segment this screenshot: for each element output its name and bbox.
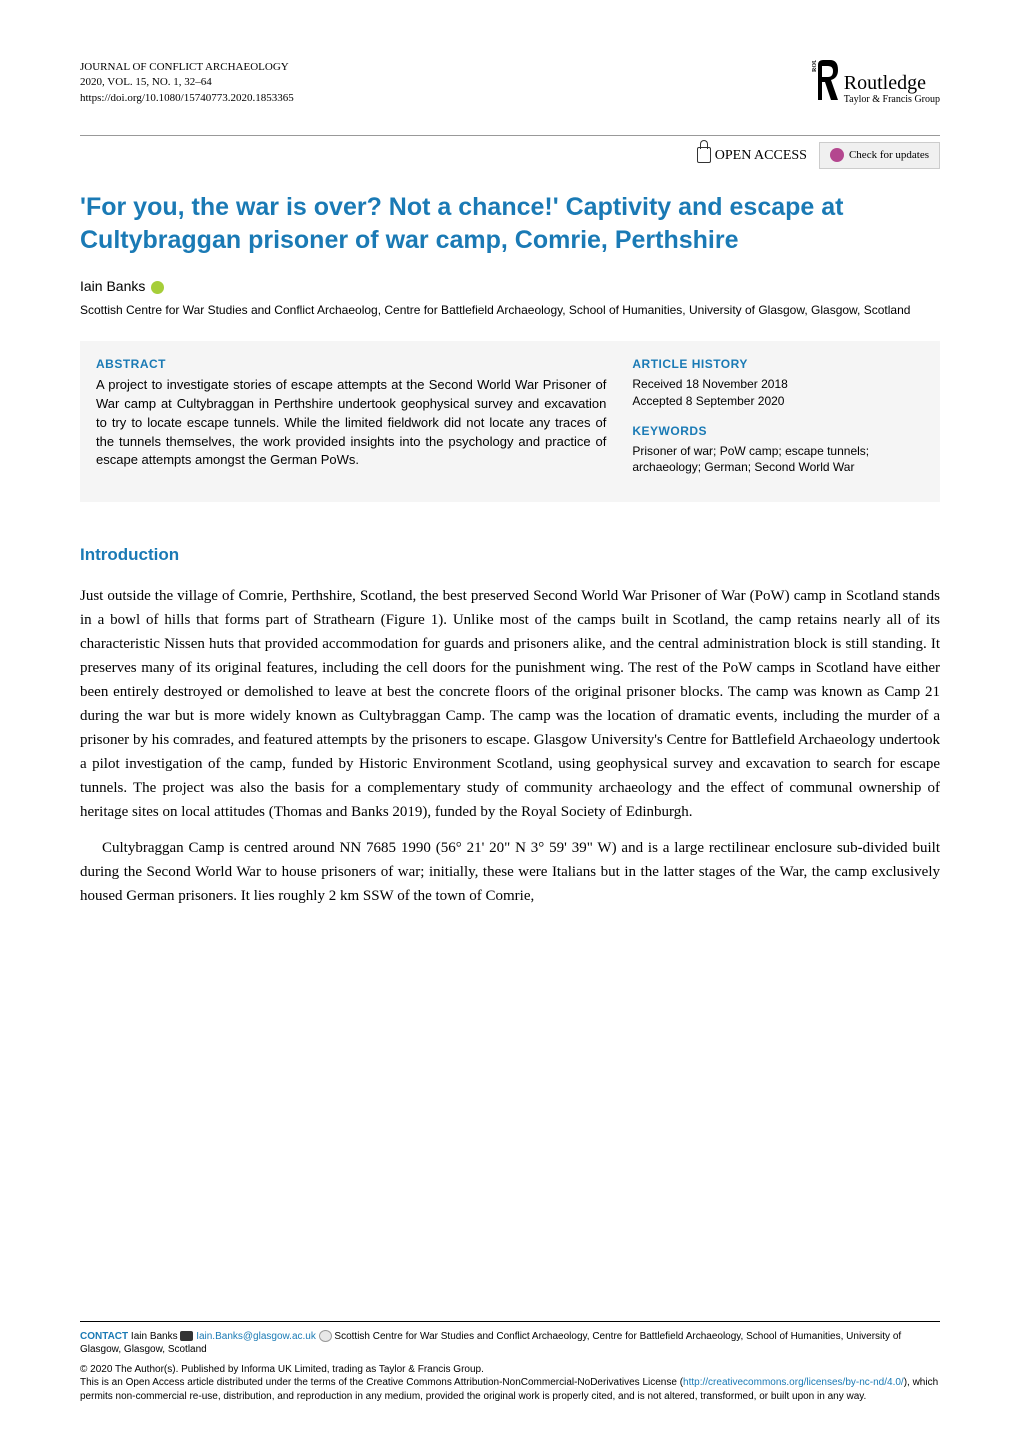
abstract-heading: ABSTRACT [96, 355, 606, 373]
keywords-section: KEYWORDS Prisoner of war; PoW camp; esca… [632, 422, 924, 477]
email-icon [180, 1331, 193, 1341]
history-received: Received 18 November 2018 [632, 376, 924, 393]
history-heading: ARTICLE HISTORY [632, 355, 924, 373]
open-access-label: OPEN ACCESS [715, 145, 807, 166]
journal-name: JOURNAL OF CONFLICT ARCHAEOLOGY [80, 60, 294, 75]
abstract-block: ABSTRACT A project to investigate storie… [80, 341, 940, 502]
svg-text:ROUTLEDGE: ROUTLEDGE [812, 60, 818, 72]
check-updates-label: Check for updates [849, 147, 929, 164]
journal-volume: 2020, VOL. 15, NO. 1, 32–64 [80, 75, 294, 90]
supplementary-icon[interactable] [319, 1330, 332, 1342]
publisher-name: Routledge [844, 72, 940, 94]
license-url[interactable]: http://creativecommons.org/licenses/by-n… [683, 1377, 904, 1388]
publisher-text: Routledge Taylor & Francis Group [844, 72, 940, 105]
access-row: OPEN ACCESS Check for updates [80, 135, 940, 169]
contact-line: CONTACT Iain Banks Iain.Banks@glasgow.ac… [80, 1330, 940, 1357]
article-title: 'For you, the war is over? Not a chance!… [80, 191, 940, 259]
contact-label: CONTACT [80, 1331, 128, 1342]
intro-para-1: Just outside the village of Comrie, Pert… [80, 584, 940, 824]
checkmark-icon [830, 148, 844, 162]
license-text-1: This is an Open Access article distribut… [80, 1377, 683, 1388]
routledge-icon: ROUTLEDGE [808, 60, 838, 117]
copyright-line: © 2020 The Author(s). Published by Infor… [80, 1363, 940, 1377]
license-line: This is an Open Access article distribut… [80, 1376, 940, 1403]
introduction-heading: Introduction [80, 542, 940, 568]
author-line: Iain Banks [80, 276, 940, 297]
keywords-text: Prisoner of war; PoW camp; escape tunnel… [632, 443, 924, 477]
contact-email[interactable]: Iain.Banks@glasgow.ac.uk [196, 1331, 316, 1342]
history-accepted: Accepted 8 September 2020 [632, 393, 924, 410]
abstract-main: ABSTRACT A project to investigate storie… [96, 355, 606, 488]
publisher-group: Taylor & Francis Group [844, 94, 940, 105]
intro-para-2: Cultybraggan Camp is centred around NN 7… [80, 836, 940, 908]
page-footer: CONTACT Iain Banks Iain.Banks@glasgow.ac… [80, 1321, 940, 1404]
header-top: JOURNAL OF CONFLICT ARCHAEOLOGY 2020, VO… [80, 60, 940, 117]
open-lock-icon [697, 147, 711, 163]
abstract-sidebar: ARTICLE HISTORY Received 18 November 201… [632, 355, 924, 488]
author-name: Iain Banks [80, 278, 145, 294]
keywords-heading: KEYWORDS [632, 422, 924, 440]
journal-meta: JOURNAL OF CONFLICT ARCHAEOLOGY 2020, VO… [80, 60, 294, 106]
contact-name: Iain Banks [131, 1331, 178, 1342]
article-history-section: ARTICLE HISTORY Received 18 November 201… [632, 355, 924, 410]
publisher-logo: ROUTLEDGE Routledge Taylor & Francis Gro… [808, 60, 940, 117]
abstract-text: A project to investigate stories of esca… [96, 376, 606, 470]
author-affiliation: Scottish Centre for War Studies and Conf… [80, 301, 940, 319]
open-access-badge: OPEN ACCESS [697, 145, 807, 166]
check-updates-button[interactable]: Check for updates [819, 142, 940, 169]
journal-doi[interactable]: https://doi.org/10.1080/15740773.2020.18… [80, 91, 294, 106]
orcid-icon[interactable] [151, 281, 164, 294]
